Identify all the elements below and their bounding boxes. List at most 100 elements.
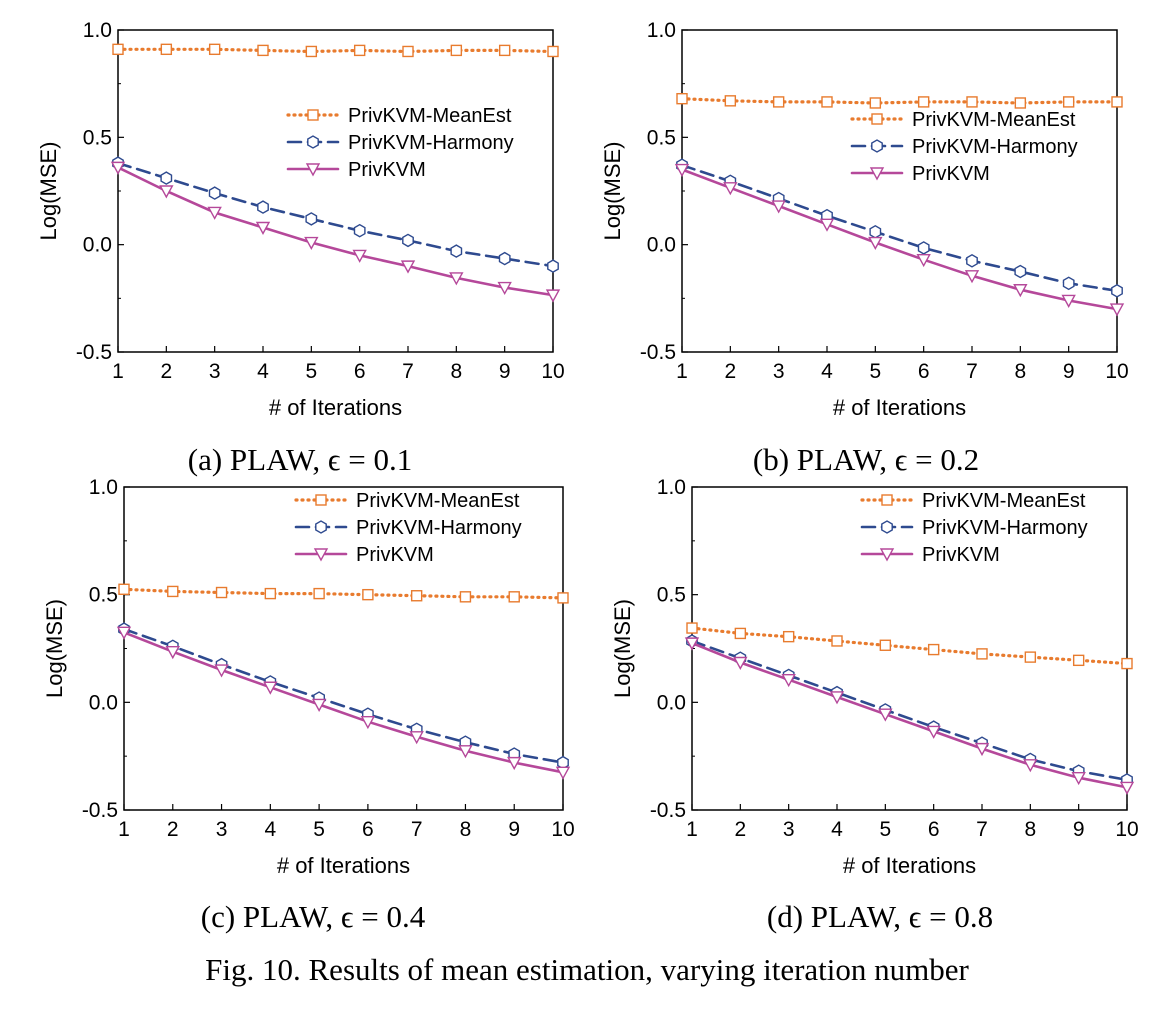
x-tick-label: 7 — [966, 360, 978, 383]
x-axis-label: # of Iterations — [269, 395, 402, 420]
data-point — [353, 44, 366, 57]
data-point — [160, 43, 173, 56]
data-point — [498, 44, 511, 57]
y-axis-label: Log(MSE) — [42, 599, 67, 698]
data-point — [819, 218, 835, 232]
y-tick-label: 0.5 — [89, 584, 118, 607]
data-point — [771, 200, 786, 214]
data-point — [208, 186, 221, 200]
x-tick-label: 1 — [118, 818, 130, 841]
series-privkvm-harmony — [118, 622, 569, 770]
series-privkvm-meanest — [112, 43, 559, 58]
data-point — [159, 185, 174, 199]
x-tick-label: 9 — [499, 360, 511, 383]
data-point — [868, 236, 883, 250]
data-point — [781, 674, 796, 688]
x-tick-label: 9 — [1063, 360, 1075, 383]
legend-entry: PrivKVM — [348, 159, 426, 181]
data-point — [116, 626, 132, 640]
legend-entry: PrivKVM-MeanEst — [356, 490, 520, 512]
data-point — [869, 224, 882, 239]
legend-marker — [307, 135, 319, 149]
legend-marker — [869, 167, 885, 181]
data-point — [313, 587, 325, 600]
y-tick-label: 0.0 — [647, 234, 676, 257]
series-privkvm — [684, 637, 1135, 795]
series-line — [122, 587, 565, 600]
x-tick-label: 7 — [411, 818, 423, 841]
x-tick-label: 5 — [313, 818, 325, 841]
data-point — [927, 643, 940, 656]
data-point — [1014, 97, 1027, 109]
legend-entry: PrivKVM-Harmony — [912, 136, 1078, 158]
x-tick-label: 6 — [354, 360, 366, 383]
data-point — [263, 681, 278, 695]
series-privkvm — [116, 626, 571, 780]
data-point — [497, 281, 512, 296]
data-point — [110, 161, 126, 175]
x-tick-label: 1 — [676, 360, 688, 383]
data-point — [360, 716, 376, 730]
data-point — [449, 272, 464, 286]
x-tick-label: 4 — [257, 360, 269, 383]
plot-frame — [681, 29, 1118, 353]
x-tick-label: 2 — [724, 360, 736, 383]
data-point — [1061, 294, 1076, 308]
data-point — [674, 163, 690, 177]
data-point — [112, 43, 124, 56]
x-tick-label: 1 — [112, 360, 124, 383]
legend-entry: PrivKVM-Harmony — [348, 132, 514, 154]
data-point — [255, 221, 271, 235]
data-point — [1071, 772, 1086, 786]
data-point — [966, 253, 978, 268]
data-point — [974, 742, 990, 757]
legend: PrivKVM-MeanEst PrivKVM-Harmony PrivKVM — [294, 490, 522, 566]
x-tick-label: 2 — [160, 360, 172, 383]
data-point — [402, 233, 414, 248]
data-point — [1062, 96, 1075, 108]
data-point — [1014, 264, 1027, 279]
series-line — [690, 639, 1129, 782]
data-point — [402, 45, 414, 58]
data-point — [821, 96, 833, 108]
legend-entry: PrivKVM — [912, 163, 990, 185]
series-privkvm-meanest — [676, 92, 1123, 109]
legend-marker — [879, 548, 895, 562]
series-privkvm-meanest — [118, 583, 569, 604]
data-point — [208, 43, 221, 56]
x-tick-label: 3 — [783, 818, 795, 841]
x-tick-label: 7 — [976, 818, 988, 841]
y-tick-label: -0.5 — [76, 341, 112, 364]
x-tick-label: 8 — [1024, 818, 1036, 841]
data-point — [304, 236, 319, 250]
y-axis-label: Log(MSE) — [610, 599, 635, 698]
x-tick-label: 3 — [773, 360, 785, 383]
data-point — [917, 241, 930, 255]
x-tick-label: 4 — [821, 360, 833, 383]
x-tick-label: 6 — [928, 818, 940, 841]
legend-entry: PrivKVM-Harmony — [922, 517, 1088, 539]
plot-frame — [117, 29, 554, 353]
y-tick-label: -0.5 — [650, 799, 686, 822]
x-tick-label: 3 — [209, 360, 221, 383]
data-point — [869, 97, 882, 109]
y-tick-label: 0.5 — [83, 126, 112, 149]
y-axis-label: Log(MSE) — [36, 141, 61, 240]
x-tick-label: 8 — [1014, 360, 1026, 383]
y-tick-label: 0.5 — [657, 584, 686, 607]
data-point — [118, 583, 130, 595]
data-point — [450, 44, 463, 57]
data-point — [362, 588, 374, 601]
subfigure-caption: (d) PLAW, ϵ = 0.8 — [767, 899, 993, 934]
x-tick-label: 10 — [1115, 818, 1138, 841]
y-tick-label: -0.5 — [640, 341, 676, 364]
series-line — [690, 626, 1129, 666]
series-line — [680, 168, 1119, 311]
x-axis-label: # of Iterations — [277, 853, 410, 878]
data-point — [1111, 283, 1123, 298]
x-tick-label: 2 — [167, 818, 179, 841]
data-point — [772, 96, 785, 108]
y-tick-label: 0.0 — [657, 691, 686, 714]
x-tick-label: 8 — [450, 360, 462, 383]
data-point — [352, 249, 367, 263]
